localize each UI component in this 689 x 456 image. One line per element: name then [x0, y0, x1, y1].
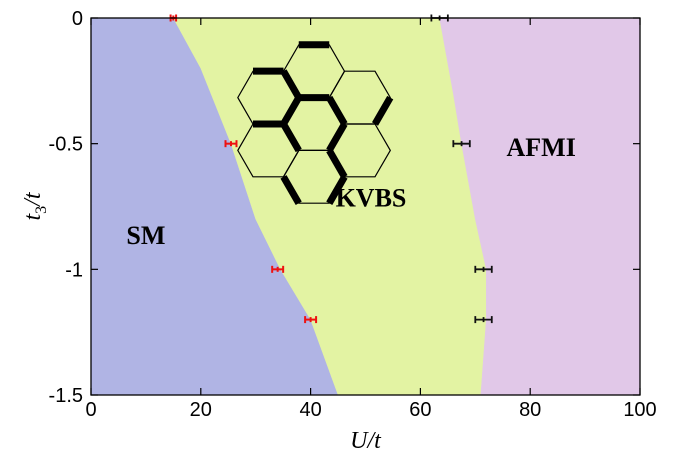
y-axis-title: t3/t: [20, 191, 50, 220]
strong-bond: [326, 148, 348, 179]
y-tick-label: -1.5: [49, 385, 83, 407]
axis-ticks: 0 20 40 60 80 100 0 -0.5 -1 -1.5: [49, 8, 657, 421]
y-tick-label: -1: [65, 259, 83, 281]
strong-bond: [280, 122, 302, 153]
strong-bond: [280, 95, 302, 126]
kekule-vbs-honeycomb-inset: [237, 41, 394, 205]
strong-bond: [326, 175, 348, 205]
x-tick-label: 60: [409, 399, 431, 421]
transition-point: [271, 265, 285, 273]
strong-bond: [371, 95, 394, 126]
strong-bond: [280, 69, 302, 100]
strong-bond: [326, 122, 348, 153]
region-label-sm: SM: [126, 221, 165, 250]
strong-bond: [326, 95, 348, 126]
x-tick-label: 40: [299, 399, 321, 421]
y-tick-label: -0.5: [49, 134, 83, 156]
x-tick-label: 0: [85, 399, 96, 421]
region-labels: SM KVBS AFMI: [126, 133, 575, 250]
region-label-kvbs: KVBS: [336, 184, 407, 213]
transition-point: [474, 316, 493, 324]
strong-bond: [280, 175, 302, 205]
x-axis-title: U/t: [350, 428, 382, 454]
transition-point: [304, 316, 318, 324]
y-tick-label: 0: [72, 8, 83, 30]
plot-frame: [90, 17, 641, 396]
x-tick-label: 20: [190, 399, 212, 421]
region-label-afmi: AFMI: [507, 133, 576, 162]
transition-point: [224, 140, 238, 148]
x-tick-label: 100: [623, 399, 656, 421]
transition-point: [452, 140, 471, 148]
x-tick-label: 80: [519, 399, 541, 421]
transition-point: [474, 265, 493, 273]
axis-titles: U/t t3/t: [20, 191, 382, 454]
phase-regions: [90, 17, 641, 396]
